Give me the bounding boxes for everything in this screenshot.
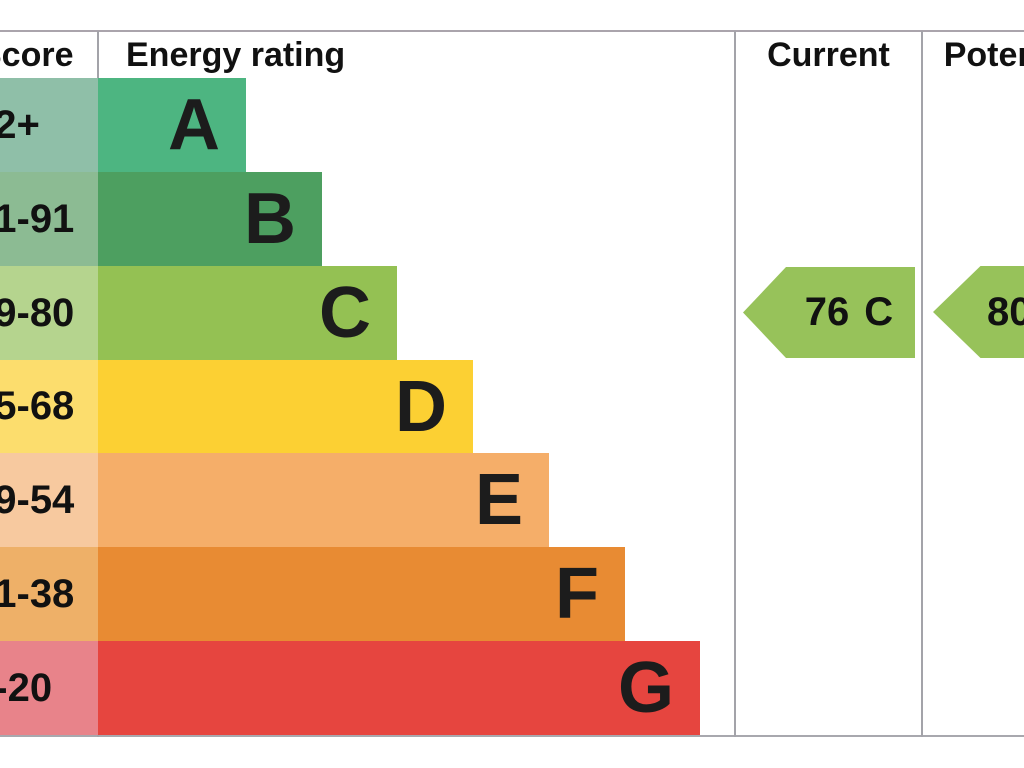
rating-row-b: 81-91 B	[0, 172, 1024, 266]
score-range-label: 39-54	[0, 477, 75, 522]
band-letter: B	[244, 179, 296, 259]
band-letter: C	[319, 273, 371, 353]
band-letter: D	[395, 366, 447, 447]
rating-bar: B	[98, 172, 322, 266]
rating-bar: C	[98, 266, 397, 360]
score-range-label: 55-68	[0, 384, 75, 428]
divider-current-potential	[921, 31, 923, 737]
rating-row-d: 55-68 D	[0, 360, 1024, 453]
score-cell: 21-38	[0, 547, 98, 641]
rating-row-e: 39-54 E	[0, 453, 1024, 547]
score-range-label: 92+	[0, 102, 40, 147]
table-bottom-border	[0, 735, 1024, 737]
score-range-label: 1-20	[0, 665, 53, 710]
band-letter: F	[555, 554, 599, 634]
band-letter: A	[168, 85, 220, 165]
band-letter: E	[474, 460, 523, 540]
table-top-border	[0, 30, 1024, 32]
divider-rating-current	[734, 31, 736, 737]
band-letter: G	[617, 648, 674, 728]
score-cell: 92+	[0, 78, 98, 172]
score-column-header: Score	[0, 35, 74, 74]
current-band-letter: C	[864, 290, 894, 334]
rating-bar: D	[98, 360, 473, 453]
current-score-value: 76	[804, 290, 850, 334]
rating-bar: F	[98, 547, 625, 641]
score-cell: 81-91	[0, 172, 98, 266]
score-range-label: 81-91	[0, 196, 75, 241]
score-cell: 69-80	[0, 266, 98, 360]
current-rating-arrow: 76 C	[743, 267, 915, 358]
rating-row-c: 69-80 C	[0, 266, 1024, 360]
current-column-header: Current	[767, 35, 890, 74]
rating-bar: G	[98, 641, 700, 735]
score-cell: 39-54	[0, 453, 98, 547]
potential-score-value: 80	[987, 289, 1024, 334]
rating-row-a: 92+ A	[0, 78, 1024, 172]
score-cell: 1-20	[0, 641, 98, 735]
score-range-label: 69-80	[0, 290, 75, 335]
score-cell: 55-68	[0, 360, 98, 453]
energy-rating-column-header: Energy rating	[126, 35, 346, 74]
rating-bar: A	[98, 78, 246, 172]
score-range-label: 21-38	[0, 571, 75, 616]
rating-row-f: 21-38 F	[0, 547, 1024, 641]
rating-bar: E	[98, 453, 549, 547]
rating-row-g: 1-20 G	[0, 641, 1024, 735]
potential-column-header: Potential	[943, 35, 1024, 74]
